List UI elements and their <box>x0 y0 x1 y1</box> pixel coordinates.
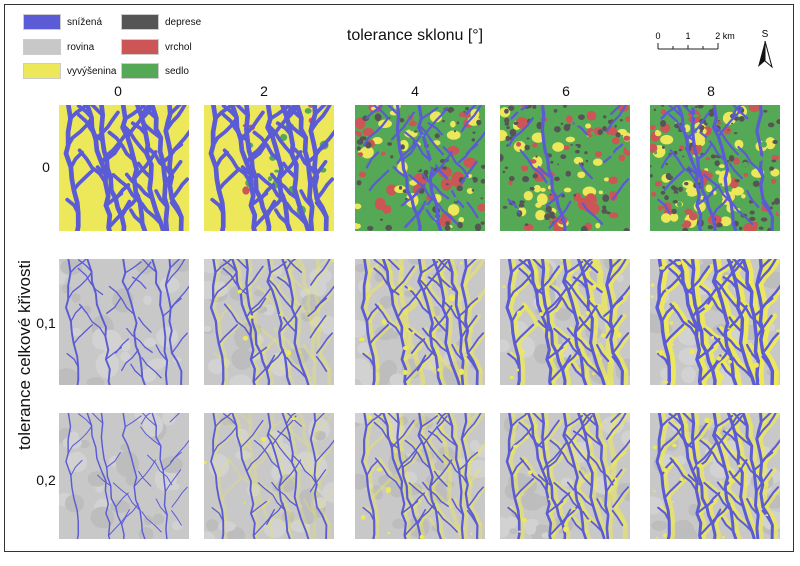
map-tile-r2-c2 <box>355 413 485 539</box>
map-tile-r0-c2 <box>355 105 485 231</box>
legend-label-elevation: vyvýšenina <box>67 65 117 77</box>
north-arrow: S <box>753 27 777 71</box>
map-tile-r2-c1 <box>204 413 334 539</box>
column-label-4: 4 <box>411 83 419 99</box>
legend-item-saddle: sedlo <box>121 62 189 80</box>
map-tile-r1-c0 <box>59 259 189 385</box>
map-tile-r0-c4 <box>650 105 780 231</box>
legend: snížená rovina vyvýšenina deprese vrchol… <box>13 11 253 81</box>
column-label-8: 8 <box>707 83 715 99</box>
legend-swatch-pit <box>121 14 159 30</box>
scale-tick-0: 0 <box>655 31 660 41</box>
legend-item-flat: rovina <box>23 38 94 56</box>
legend-label-peak: vrchol <box>165 41 192 53</box>
scale-bar: 0 1 2 km <box>653 27 753 67</box>
north-arrow-icon <box>758 41 765 67</box>
map-tile-r1-c4 <box>650 259 780 385</box>
legend-swatch-saddle <box>121 63 159 79</box>
legend-swatch-peak <box>121 39 159 55</box>
scale-tick-1: 1 <box>685 31 690 41</box>
column-label-0: 0 <box>114 83 122 99</box>
figure-frame: snížená rovina vyvýšenina deprese vrchol… <box>4 4 794 552</box>
scale-tick-2: 2 km <box>715 31 735 41</box>
legend-item-depression: snížená <box>23 13 102 31</box>
legend-swatch-elevation <box>23 63 61 79</box>
legend-item-pit: deprese <box>121 13 201 31</box>
map-tile-r0-c1 <box>204 105 334 231</box>
legend-label-flat: rovina <box>67 41 95 53</box>
row-label-0-1: 0,1 <box>36 315 56 331</box>
legend-label-depression: snížená <box>67 16 103 28</box>
legend-label-saddle: sedlo <box>165 65 189 77</box>
legend-item-peak: vrchol <box>121 38 192 56</box>
map-tile-r2-c0 <box>59 413 189 539</box>
row-label-0: 0 <box>42 159 50 175</box>
map-tile-r2-c3 <box>500 413 630 539</box>
map-tile-r1-c1 <box>204 259 334 385</box>
row-label-0-2: 0,2 <box>36 472 56 488</box>
legend-label-pit: deprese <box>165 16 202 28</box>
map-tile-r0-c3 <box>500 105 630 231</box>
column-label-6: 6 <box>562 83 570 99</box>
main-title: tolerance sklonu [°] <box>346 27 484 44</box>
north-label: S <box>762 29 769 40</box>
map-tile-r1-c2 <box>355 259 485 385</box>
map-tile-r0-c0 <box>59 105 189 231</box>
y-axis-title: tolerance celkové křivosti <box>15 260 34 450</box>
legend-swatch-flat <box>23 39 61 55</box>
legend-swatch-depression <box>23 14 61 30</box>
column-label-2: 2 <box>260 83 268 99</box>
legend-item-elevation: vyvýšenina <box>23 62 116 80</box>
map-tile-r2-c4 <box>650 413 780 539</box>
map-tile-r1-c3 <box>500 259 630 385</box>
